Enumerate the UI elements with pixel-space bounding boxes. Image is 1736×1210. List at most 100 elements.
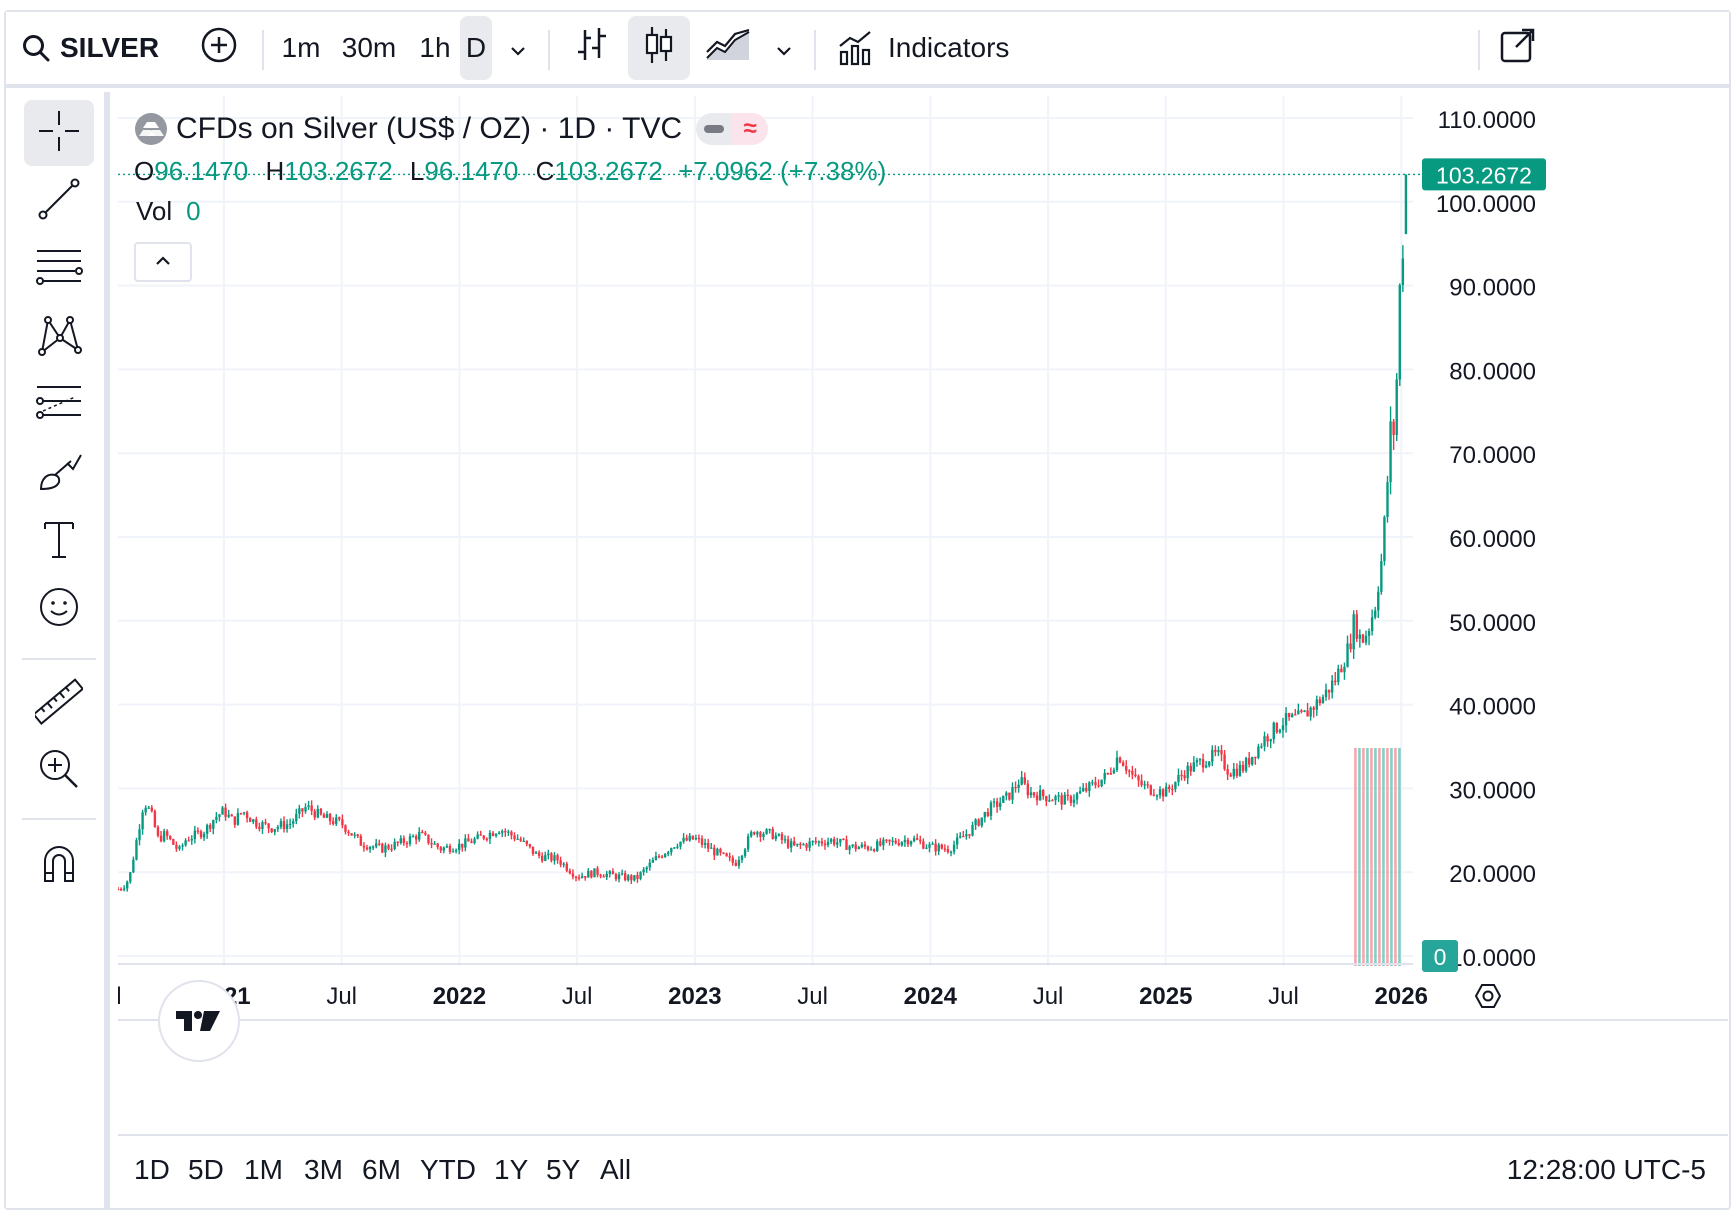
candle-body	[1085, 787, 1088, 791]
candle-body	[888, 839, 891, 842]
compare-button[interactable]	[200, 12, 238, 84]
price-tick-label: 80.0000	[1449, 358, 1536, 385]
area-style-button[interactable]	[704, 12, 752, 84]
candle-body	[562, 863, 565, 865]
trend-line-tool[interactable]	[24, 168, 94, 234]
forecast-tool[interactable]	[24, 372, 94, 438]
measure-tool[interactable]	[24, 670, 94, 736]
legend-status-pill[interactable]: ≈	[696, 113, 769, 145]
bar-style-button[interactable]	[574, 12, 610, 84]
candle-body	[270, 828, 273, 833]
candle-body	[759, 832, 762, 837]
crosshair-icon	[37, 109, 81, 158]
candle-body	[242, 812, 246, 814]
interval-1m[interactable]: 1m	[281, 32, 321, 63]
brush-tool[interactable]	[24, 440, 94, 506]
candle-body	[774, 835, 778, 840]
candle-body	[1094, 782, 1097, 786]
candle-body	[750, 832, 753, 837]
candle-body	[513, 835, 516, 840]
candle-body	[175, 844, 178, 849]
price-tick-label: 60.0000	[1449, 526, 1536, 553]
candle-body	[608, 871, 612, 874]
range-ytd[interactable]: YTD	[420, 1154, 476, 1185]
candles-style-button[interactable]	[628, 16, 690, 80]
text-tool[interactable]	[24, 508, 94, 574]
candle-body	[427, 834, 430, 844]
range-3m[interactable]: 3M	[304, 1154, 343, 1185]
candle-body	[728, 856, 731, 858]
volume-bar	[1386, 748, 1389, 966]
magnet-tool[interactable]	[24, 832, 94, 898]
emoji-tool[interactable]	[24, 576, 94, 642]
candle-body	[396, 841, 399, 844]
candle-body	[1189, 765, 1192, 772]
candle-body	[602, 876, 605, 878]
range-1y[interactable]: 1Y	[494, 1154, 529, 1185]
pattern-tool[interactable]	[24, 304, 94, 370]
open-external-button[interactable]	[1500, 12, 1536, 84]
volume-bar	[1390, 748, 1393, 966]
candle-body	[224, 807, 227, 817]
candle-body	[968, 834, 971, 836]
horizontal-lines-tool[interactable]	[24, 236, 94, 302]
candle-body	[1146, 784, 1149, 786]
candle-body	[288, 823, 292, 825]
candle-body	[491, 832, 495, 836]
candle-body	[1057, 795, 1060, 797]
candle-body	[1042, 790, 1045, 797]
candle-body	[1247, 758, 1251, 765]
candle-body	[510, 831, 513, 836]
crosshair-tool[interactable]	[24, 100, 94, 166]
zoom-in-tool[interactable]	[24, 738, 94, 804]
price-tick-label: 40.0000	[1449, 694, 1536, 721]
interval-30m[interactable]: 30m	[341, 32, 397, 63]
price-tick-label: 70.0000	[1449, 442, 1536, 469]
candle-body	[165, 831, 169, 836]
chevron-up-icon	[155, 253, 171, 271]
candle-body	[1309, 707, 1312, 717]
indicators-button[interactable]: Indicators	[838, 12, 1009, 84]
candle-body	[777, 833, 781, 836]
candle-body	[995, 801, 999, 807]
interval-1h[interactable]: 1h	[419, 32, 451, 63]
range-1d[interactable]: 1D	[134, 1154, 170, 1185]
last-price-badge	[1422, 158, 1546, 191]
settings-icon[interactable]	[1474, 984, 1502, 1008]
candle-body	[925, 847, 928, 849]
candle-body	[710, 847, 713, 849]
indicators-icon	[838, 30, 874, 66]
range-all[interactable]: All	[600, 1154, 632, 1185]
candle-body	[986, 811, 990, 816]
candle-body	[202, 833, 206, 838]
candle-body	[1251, 756, 1254, 765]
collapse-legend-button[interactable]	[134, 242, 192, 282]
range-1m[interactable]: 1M	[244, 1154, 283, 1185]
range-6m[interactable]: 6M	[362, 1154, 401, 1185]
candle-body	[126, 881, 129, 889]
candle-body	[1192, 762, 1196, 772]
candle-body	[479, 834, 482, 836]
timezone-clock[interactable]: 12:28:00 UTC-5	[1506, 1154, 1706, 1185]
symbol-search[interactable]: SILVER	[22, 12, 159, 84]
candle-body	[451, 851, 455, 853]
candle-body	[605, 873, 608, 878]
range-5d[interactable]: 5D	[188, 1154, 224, 1185]
chart-style-dropdown[interactable]	[770, 12, 798, 84]
candle-body	[1201, 759, 1205, 768]
toolbar-divider	[548, 30, 550, 70]
interval-dropdown[interactable]	[504, 12, 532, 84]
candle-body	[1340, 668, 1343, 673]
range-5y[interactable]: 5Y	[546, 1154, 581, 1185]
candle-body	[402, 838, 406, 844]
candle-body	[1198, 759, 1202, 761]
volume-bar	[1358, 748, 1361, 966]
price-chart[interactable]: 110.0000 100.0000 90.0000 80.0000 70.0000 60.…	[118, 96, 1728, 1130]
tradingview-logo[interactable]	[158, 980, 240, 1062]
brush-icon	[35, 449, 83, 498]
candle-body	[540, 855, 544, 861]
candle-body	[190, 839, 193, 841]
candle-body	[1208, 761, 1211, 766]
interval-d[interactable]: D	[460, 16, 492, 80]
candle-body	[915, 838, 919, 840]
